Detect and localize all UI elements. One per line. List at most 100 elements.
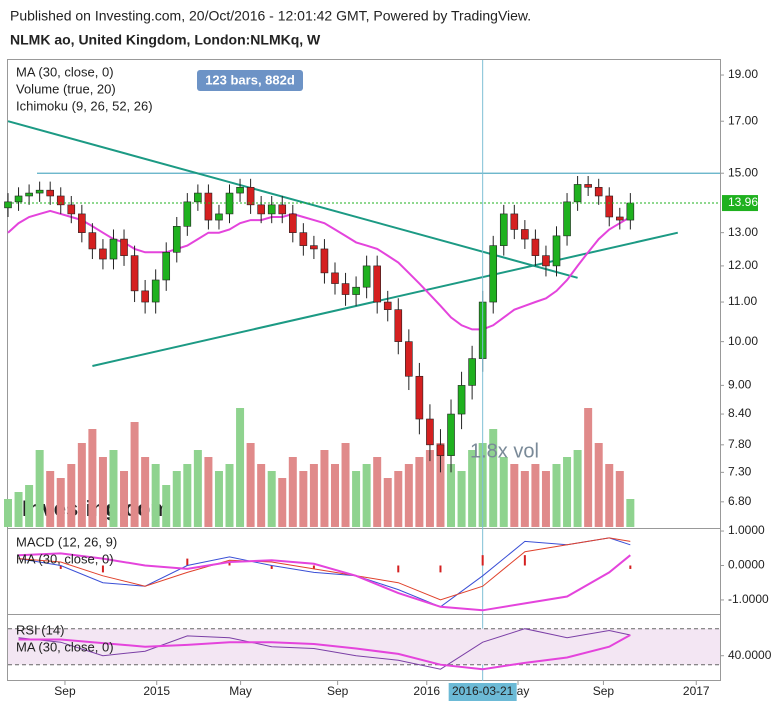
volume-bar bbox=[278, 478, 287, 527]
rsi-line bbox=[18, 628, 631, 670]
y-tick-label: 0.0000 bbox=[728, 558, 765, 572]
volume-bar bbox=[626, 499, 635, 527]
y-tick-label: 1.0000 bbox=[728, 523, 765, 537]
candle-body bbox=[426, 418, 434, 446]
volume-bar bbox=[415, 457, 424, 527]
volume-bar bbox=[309, 464, 318, 527]
candle-body bbox=[457, 385, 466, 415]
x-tick-label: Sep bbox=[54, 684, 76, 698]
trendline bbox=[92, 231, 679, 367]
volume-bar bbox=[246, 443, 255, 527]
volume-bar bbox=[56, 478, 65, 527]
y-tick-label: 6.80 bbox=[728, 494, 752, 508]
volume-bar bbox=[88, 429, 97, 527]
candle-body bbox=[447, 413, 455, 456]
legend-entry: MA (30, close, 0) bbox=[16, 639, 114, 654]
volume-bar bbox=[404, 464, 413, 527]
candle-body bbox=[267, 204, 276, 215]
volume-bar bbox=[77, 443, 86, 527]
candle-body bbox=[56, 195, 65, 206]
volume-bar bbox=[615, 471, 624, 527]
volume-bar bbox=[383, 478, 392, 527]
legend-entry: RSI (14) bbox=[16, 622, 64, 637]
legend-entry: Volume (true, 20) bbox=[16, 81, 116, 96]
y-tick-label: 17.00 bbox=[728, 113, 758, 127]
candle-body bbox=[246, 186, 255, 206]
candle-body bbox=[521, 229, 529, 240]
macd-line bbox=[18, 537, 631, 608]
volume-bar bbox=[183, 464, 192, 527]
candle-body bbox=[499, 213, 508, 246]
candle-body bbox=[78, 213, 86, 233]
volume-bar bbox=[362, 464, 371, 527]
legend-entry: MA (30, close, 0) bbox=[16, 64, 114, 79]
published-note: Published on Investing.com, 20/Oct/2016 … bbox=[10, 8, 531, 24]
candle-body bbox=[215, 213, 223, 221]
volume-bar bbox=[425, 450, 434, 527]
volume-bar bbox=[151, 464, 160, 527]
volume-bar bbox=[46, 471, 55, 527]
candle-body bbox=[510, 213, 519, 230]
volume-bar bbox=[330, 464, 339, 527]
candle-body bbox=[594, 186, 603, 197]
candle-body bbox=[130, 255, 139, 292]
candle-body bbox=[563, 201, 571, 237]
candle-body bbox=[552, 235, 561, 267]
volume-bar bbox=[299, 471, 308, 527]
volume-bar bbox=[605, 464, 614, 527]
candle-body bbox=[331, 272, 339, 284]
volume-bar bbox=[204, 457, 213, 527]
rsi-band bbox=[8, 628, 720, 665]
volume-bar bbox=[98, 457, 107, 527]
volume-bar bbox=[288, 457, 297, 527]
y-tick-label: 12.00 bbox=[728, 258, 758, 272]
volume-bar bbox=[447, 464, 456, 527]
y-tick-label: 13.00 bbox=[728, 225, 758, 239]
volume-bar bbox=[109, 450, 118, 527]
x-tick-label: May bbox=[229, 684, 252, 698]
volume-bar bbox=[489, 429, 498, 527]
volume-bar bbox=[225, 464, 234, 527]
candle-body bbox=[14, 195, 23, 203]
volume-bar bbox=[594, 443, 603, 527]
candle-body bbox=[605, 195, 614, 218]
candle-body bbox=[4, 201, 12, 209]
volume-bar bbox=[25, 485, 34, 527]
legend-entry: Ichimoku (9, 26, 52, 26) bbox=[16, 98, 153, 113]
volume-bar bbox=[436, 443, 445, 527]
crosshair-label-box bbox=[448, 683, 517, 701]
y-tick-label: 15.00 bbox=[728, 165, 758, 179]
candle-body bbox=[320, 248, 329, 274]
volume-bar bbox=[320, 450, 329, 527]
candle-body bbox=[436, 444, 445, 456]
volume-bar bbox=[130, 422, 139, 527]
candle-body bbox=[194, 192, 202, 203]
candle-body bbox=[310, 245, 318, 250]
candle-body bbox=[362, 265, 371, 288]
volume-bar bbox=[341, 443, 350, 527]
volume-bar bbox=[541, 471, 550, 527]
candle-body bbox=[573, 184, 582, 203]
macd-line bbox=[18, 537, 631, 601]
volume-bar bbox=[552, 464, 561, 527]
y-tick-label: 11.00 bbox=[728, 294, 757, 308]
candle-body bbox=[615, 216, 624, 221]
candle-body bbox=[236, 186, 244, 194]
candle-body bbox=[120, 238, 128, 256]
candle-body bbox=[151, 279, 160, 303]
legend-entry: MA (30, close, 0) bbox=[16, 551, 114, 566]
candle-body bbox=[626, 202, 635, 221]
volume-bar bbox=[162, 485, 171, 527]
volume-bar bbox=[352, 471, 361, 527]
volume-bar bbox=[236, 408, 245, 527]
volume-bar bbox=[563, 457, 572, 527]
candle-body bbox=[257, 204, 265, 215]
x-tick-label: 2017 bbox=[683, 684, 710, 698]
volume-bar bbox=[531, 464, 540, 527]
candle-body bbox=[288, 213, 297, 233]
candle-body bbox=[278, 204, 287, 215]
volume-bar bbox=[35, 450, 44, 527]
x-tick-label: Sep bbox=[593, 684, 615, 698]
legend-entry: MACD (12, 26, 9) bbox=[16, 534, 117, 549]
